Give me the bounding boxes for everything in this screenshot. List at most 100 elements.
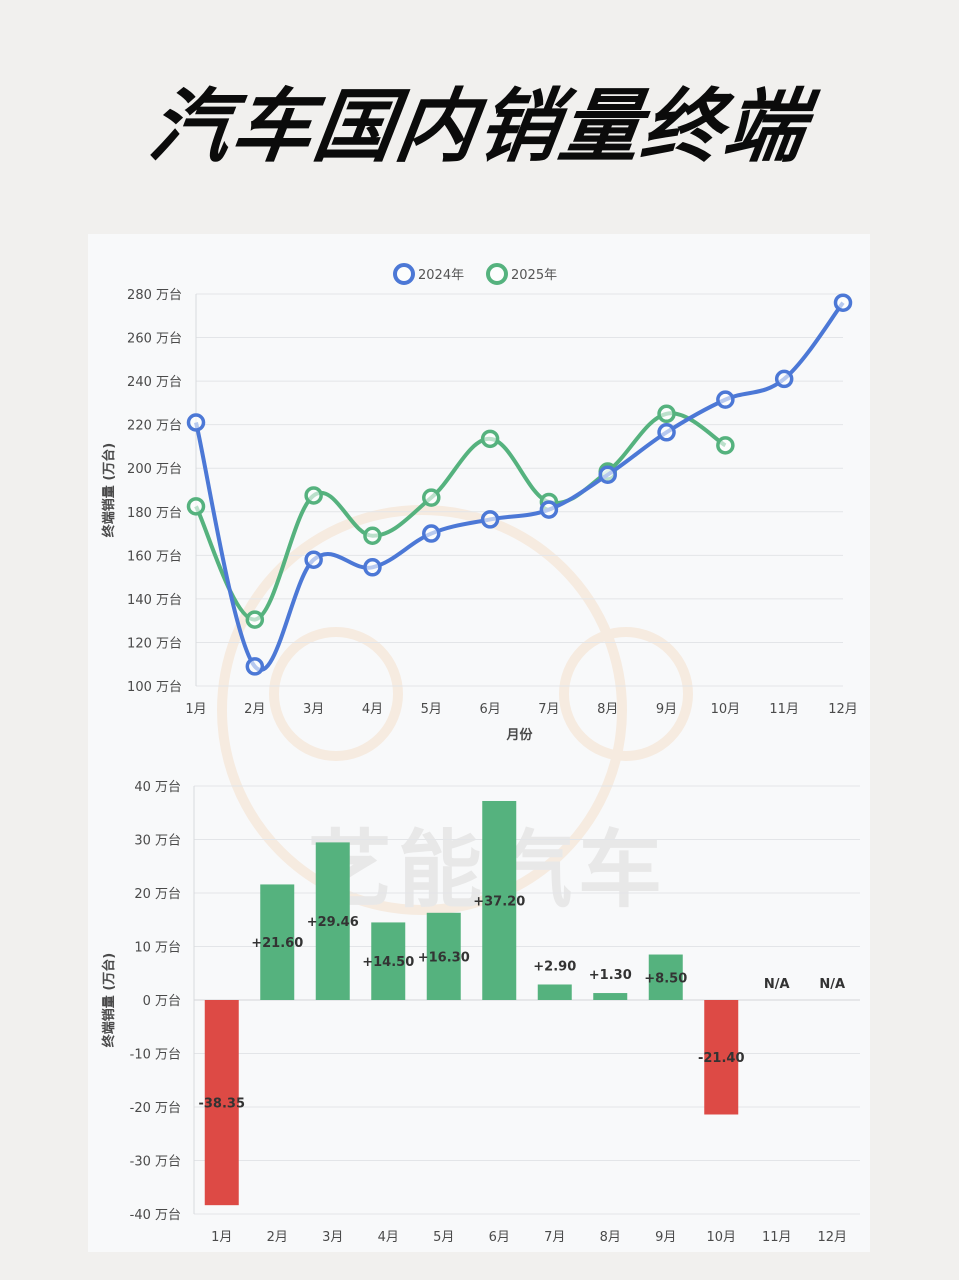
bar-chart: -40 万台 -30 万台 -20 万台 -10 万台 0 万台 10 万台 20 万台 30…: [101, 780, 860, 1245]
bar: [648, 954, 683, 1000]
bar: [426, 912, 461, 1000]
x-tick-label: 8月: [597, 702, 618, 717]
y-tick-label: -10 万台: [130, 1048, 181, 1063]
x-tick-label: 11月: [769, 702, 799, 717]
y-tick-label: 140 万台: [127, 593, 182, 608]
y-tick-label: -40 万台: [130, 1208, 181, 1223]
y-tick-label: -30 万台: [130, 1155, 181, 1170]
data-point: [480, 510, 500, 529]
x-tick-label: 6月: [479, 702, 500, 717]
data-point: [657, 404, 676, 424]
x-tick-label: 5月: [421, 702, 442, 717]
x-tick-label: 7月: [544, 1230, 565, 1245]
legend-marker: [486, 263, 508, 285]
y-tick-label: 40 万台: [134, 780, 181, 795]
y-tick-label: 120 万台: [127, 636, 182, 651]
bar: [704, 1000, 739, 1115]
bar: [482, 800, 517, 1000]
y-tick-label: 240 万台: [127, 375, 182, 390]
x-tick-label: 9月: [656, 702, 677, 717]
y-tick-label: 200 万台: [127, 462, 182, 477]
x-axis-title: 月份: [505, 727, 533, 743]
bar-value-label: N/A: [764, 977, 790, 992]
y-tick-label: 260 万台: [127, 332, 182, 347]
x-tick-label: 9月: [655, 1230, 676, 1245]
y-axis-title: 终端销量 (万台): [101, 953, 117, 1047]
data-point: [539, 500, 559, 519]
bar: [593, 993, 628, 1000]
x-tick-label: 2月: [244, 702, 265, 717]
x-tick-label: 2月: [267, 1230, 288, 1245]
x-tick-label: 12月: [817, 1230, 847, 1245]
data-point: [363, 558, 382, 577]
x-tick-label: 7月: [538, 702, 559, 717]
bar: [204, 1000, 239, 1206]
x-tick-label: 3月: [303, 702, 324, 717]
x-tick-label: 4月: [378, 1230, 399, 1245]
data-point: [716, 436, 735, 455]
y-tick-label: 220 万台: [127, 419, 182, 434]
series-line-2025年: [194, 411, 727, 622]
x-tick-label: 11月: [762, 1230, 792, 1245]
legend-label: 2024年: [418, 268, 464, 283]
y-tick-label: 160 万台: [127, 549, 182, 564]
y-tick-label: -20 万台: [130, 1101, 181, 1116]
y-tick-label: 180 万台: [127, 506, 182, 521]
data-point: [304, 550, 323, 569]
y-tick-label: 30 万台: [134, 834, 181, 849]
data-point: [422, 524, 441, 543]
bar-value-label: N/A: [819, 977, 845, 992]
data-point: [245, 657, 265, 676]
x-tick-label: 10月: [711, 702, 741, 717]
data-point: [774, 369, 794, 389]
y-tick-label: 20 万台: [134, 887, 181, 902]
bar: [315, 842, 350, 1000]
bar-value-label: +2.90: [533, 959, 576, 974]
data-point: [186, 413, 206, 432]
x-tick-label: 10月: [706, 1230, 736, 1245]
y-tick-label: 280 万台: [127, 288, 182, 303]
bar: [371, 922, 406, 1000]
legend-marker: [393, 263, 415, 285]
y-tick-label: 100 万台: [127, 680, 182, 695]
data-point: [422, 488, 441, 507]
bar-value-label: +14.50: [362, 955, 414, 970]
x-tick-label: 3月: [322, 1230, 343, 1245]
y-tick-label: 0 万台: [143, 994, 181, 1009]
legend-label: 2025年: [511, 268, 557, 283]
series-line-2024年: [194, 301, 845, 672]
bar-value-label: +1.30: [589, 968, 632, 983]
y-axis-title: 终端销量 (万台): [101, 443, 117, 537]
data-point: [245, 610, 265, 629]
data-point: [186, 497, 206, 516]
legend: 2024年 2025年: [393, 263, 557, 285]
bar-value-label: -38.35: [198, 1097, 245, 1112]
data-point: [657, 423, 676, 442]
x-tick-label: 5月: [433, 1230, 454, 1245]
bar: [537, 984, 572, 1000]
bar-value-label: +8.50: [644, 971, 687, 986]
page-title: 汽车国内销量终端: [144, 80, 814, 173]
bar-value-label: +21.60: [251, 936, 303, 951]
data-point: [363, 526, 382, 545]
x-tick-label: 6月: [489, 1230, 510, 1245]
x-tick-label: 12月: [828, 702, 858, 717]
data-point: [480, 429, 500, 449]
bar-value-label: +29.46: [307, 915, 359, 930]
y-tick-label: 10 万台: [134, 941, 181, 956]
x-tick-label: 4月: [362, 702, 383, 717]
x-tick-label: 1月: [185, 702, 206, 717]
bar-value-label: +16.30: [418, 950, 470, 965]
x-tick-label: 1月: [211, 1230, 232, 1245]
data-point: [716, 390, 735, 409]
bar-value-label: -21.40: [698, 1051, 745, 1066]
bar: [260, 884, 295, 1000]
data-point: [598, 465, 617, 485]
line-chart: 100 万台 120 万台 140 万台 160 万台 180 万台 200 万台 220 …: [101, 263, 858, 743]
data-point: [304, 486, 323, 505]
x-tick-label: 8月: [600, 1230, 621, 1245]
data-point: [833, 293, 853, 312]
bar-value-label: +37.20: [473, 894, 525, 909]
